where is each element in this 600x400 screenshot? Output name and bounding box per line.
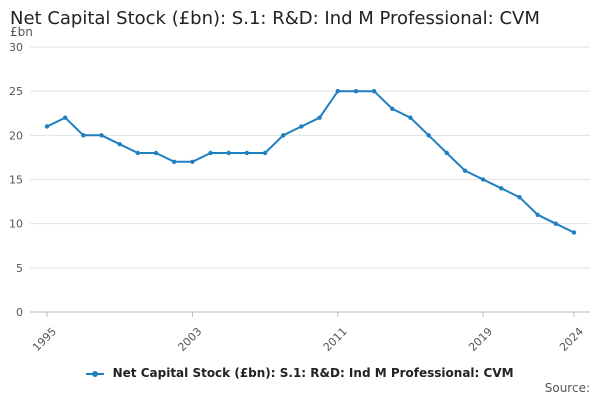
data-point (44, 124, 50, 129)
axes: 0 5 10 15 20 25 30 1995 2003 2011 2019 2024 (9, 41, 586, 354)
data-point (281, 133, 286, 138)
data-point (553, 221, 559, 226)
data-point (571, 230, 577, 235)
y-axis-unit-label: £bn (10, 25, 33, 39)
x-tick-label: 2019 (466, 325, 495, 354)
y-tick-label: 30 (9, 41, 23, 54)
data-point (426, 133, 431, 138)
x-tick-label: 2011 (321, 325, 350, 354)
data-point (408, 115, 413, 120)
data-point (81, 133, 86, 138)
data-point (262, 150, 268, 156)
data-point (226, 150, 231, 156)
data-point (299, 124, 304, 129)
data-point (480, 177, 486, 182)
data-point (317, 115, 322, 120)
data-point (517, 194, 522, 200)
data-point (535, 212, 540, 218)
legend: Net Capital Stock (£bn): S.1: R&D: Ind M… (0, 366, 600, 380)
data-point (244, 150, 250, 156)
data-points (44, 88, 577, 235)
x-tick-label: 2003 (175, 325, 204, 354)
source-label: Source: (544, 381, 590, 395)
data-point (153, 150, 159, 156)
data-point (499, 186, 504, 191)
y-tick-label: 25 (9, 85, 23, 98)
gridlines (30, 46, 590, 313)
data-point (208, 150, 213, 156)
x-tick-label: 1995 (30, 325, 59, 354)
chart-title: Net Capital Stock (£bn): S.1: R&D: Ind M… (10, 8, 540, 29)
data-point (117, 141, 122, 147)
data-point (135, 150, 141, 156)
legend-label: Net Capital Stock (£bn): S.1: R&D: Ind M… (112, 366, 514, 380)
data-point (335, 88, 340, 94)
y-tick-label: 10 (9, 218, 23, 231)
data-point (353, 88, 359, 94)
series-line (46, 90, 575, 234)
y-tick-label: 20 (9, 129, 23, 142)
data-point (371, 88, 377, 94)
y-tick-label: 0 (16, 306, 23, 319)
data-point (190, 159, 195, 165)
x-tick-label: 2024 (557, 325, 586, 354)
legend-swatch (86, 369, 105, 379)
data-point (62, 115, 68, 120)
data-point (444, 150, 449, 156)
data-point (462, 168, 468, 173)
data-point (172, 159, 177, 165)
y-tick-label: 15 (9, 174, 23, 187)
data-point (390, 106, 395, 112)
data-point (99, 133, 104, 138)
y-tick-label: 5 (16, 262, 23, 275)
